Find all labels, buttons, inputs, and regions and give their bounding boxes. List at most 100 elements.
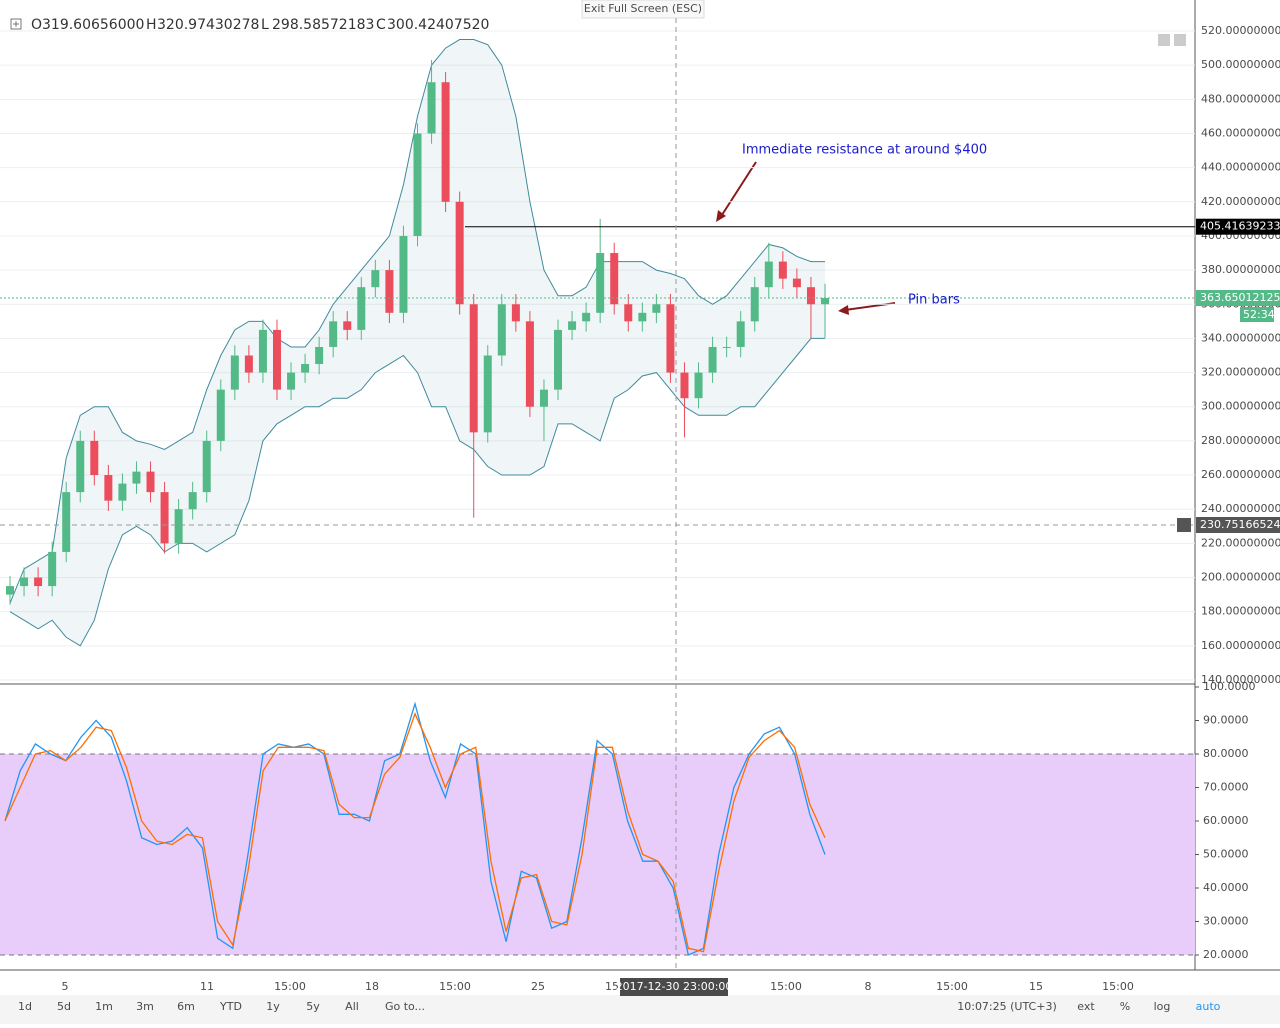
- y-tick-label: 60.0000: [1203, 814, 1249, 827]
- y-tick-label: 160.00000000: [1201, 639, 1280, 652]
- candle-body: [582, 312, 591, 322]
- crosshair-btn[interactable]: [1177, 518, 1191, 533]
- y-tick-label: 280.00000000: [1201, 434, 1280, 447]
- x-tick-label: 5: [62, 980, 69, 993]
- range-button[interactable]: 5d: [57, 1000, 71, 1013]
- candle-body: [174, 509, 183, 544]
- y-tick-label: 140.00000000: [1201, 673, 1280, 686]
- candle-body: [722, 346, 731, 348]
- candle-body: [483, 355, 492, 433]
- legend-value: 298.58572183: [272, 17, 374, 33]
- x-tick-label: 25: [531, 980, 545, 993]
- countdown: 52:34: [1243, 308, 1275, 321]
- collapse-icon[interactable]: [10, 18, 22, 30]
- exit-label[interactable]: Exit Full Screen (ESC): [584, 2, 702, 15]
- candle-body: [511, 304, 520, 322]
- stoch-line: [4, 712, 826, 953]
- candle-body: [132, 471, 141, 484]
- candle-body: [34, 577, 43, 587]
- candle-body: [427, 82, 436, 134]
- candle-body: [20, 577, 29, 587]
- price-tag: [1196, 218, 1280, 235]
- candle-body: [652, 304, 661, 313]
- y-tick-label: 440.00000000: [1201, 161, 1280, 174]
- y-tick-label: 100.0000: [1203, 680, 1256, 693]
- range-button[interactable]: YTD: [219, 1000, 242, 1013]
- candle-body: [62, 492, 71, 552]
- legend-key: L: [261, 17, 269, 33]
- candle-body: [666, 304, 675, 373]
- price-tag: [1196, 290, 1280, 307]
- x-tick-label: 15:00: [274, 980, 306, 993]
- candle-body: [371, 270, 380, 288]
- x-tick-label: 11: [200, 980, 214, 993]
- x-tick-label: 15:00: [770, 980, 802, 993]
- range-button[interactable]: 3m: [136, 1000, 154, 1013]
- y-tick-label: 300.00000000: [1201, 400, 1280, 413]
- candle-body: [469, 304, 478, 433]
- annotation: Immediate resistance at around $400: [742, 143, 987, 158]
- candle-body: [385, 270, 394, 313]
- candle-body: [287, 372, 296, 390]
- pane-btn[interactable]: [1174, 34, 1186, 46]
- band-upper: [9, 39, 825, 604]
- candle-body: [694, 372, 703, 399]
- candle-body: [216, 389, 225, 441]
- y-tick-label: 320.00000000: [1201, 366, 1280, 379]
- candle-body: [90, 440, 99, 476]
- annotation: Pin bars: [908, 293, 960, 308]
- y-tick-label: 500.00000000: [1201, 58, 1280, 71]
- legend-key: O: [31, 17, 42, 33]
- range-button[interactable]: Go to...: [385, 1000, 425, 1013]
- candle-body: [624, 304, 633, 322]
- stoch-line: [4, 701, 826, 956]
- legend-key: H: [146, 17, 157, 33]
- candle-body: [792, 278, 801, 288]
- candle-body: [764, 261, 773, 288]
- y-tick-label: 220.00000000: [1201, 536, 1280, 549]
- range-button[interactable]: 1d: [18, 1000, 32, 1013]
- range-button[interactable]: All: [345, 1000, 359, 1013]
- axis-option[interactable]: ext: [1077, 1000, 1095, 1013]
- countdown-tag: [1240, 307, 1274, 323]
- y-tick-label: 200.00000000: [1201, 571, 1280, 584]
- y-tick-label: 480.00000000: [1201, 92, 1280, 105]
- axis-option[interactable]: auto: [1196, 1000, 1221, 1013]
- legend-value: 320.97430278: [157, 17, 259, 33]
- range-button[interactable]: 6m: [177, 1000, 195, 1013]
- x-tick-label: 15:00: [439, 980, 471, 993]
- collapse-plus: [13, 21, 19, 27]
- y-tick-label: 90.0000: [1203, 714, 1249, 727]
- candle-body: [244, 355, 253, 373]
- candle-body: [315, 346, 324, 365]
- range-button[interactable]: 1y: [266, 1000, 280, 1013]
- x-tick-label: 15: [605, 980, 619, 993]
- y-tick-label: 80.0000: [1203, 747, 1249, 760]
- crosshair-time-tag: [620, 978, 728, 996]
- candle-body: [399, 235, 408, 313]
- price-tag: [1196, 517, 1280, 534]
- pane-btn[interactable]: [1158, 34, 1170, 46]
- range-button[interactable]: 1m: [95, 1000, 113, 1013]
- candle-body: [118, 483, 127, 501]
- x-tick-label: 15:00: [1102, 980, 1134, 993]
- candle-body: [568, 321, 577, 330]
- candle-body: [778, 261, 787, 279]
- band-lower: [9, 337, 825, 647]
- axis-option[interactable]: log: [1154, 1000, 1171, 1013]
- x-tick-label: 15: [1029, 980, 1043, 993]
- x-tick-label: 18: [365, 980, 379, 993]
- candle-body: [413, 133, 422, 236]
- exit-fullscreen[interactable]: [581, 0, 705, 19]
- y-tick-label: 420.00000000: [1201, 195, 1280, 208]
- y-tick-label: 380.00000000: [1201, 263, 1280, 276]
- clock: 10:07:25 (UTC+3): [957, 1000, 1057, 1013]
- candle-body: [610, 253, 619, 305]
- candle-body: [554, 329, 563, 390]
- range-button[interactable]: 5y: [306, 1000, 320, 1013]
- candle-body: [750, 287, 759, 322]
- candle-body: [329, 321, 338, 347]
- x-tick-label: 8: [865, 980, 872, 993]
- axis-option[interactable]: %: [1120, 1000, 1130, 1013]
